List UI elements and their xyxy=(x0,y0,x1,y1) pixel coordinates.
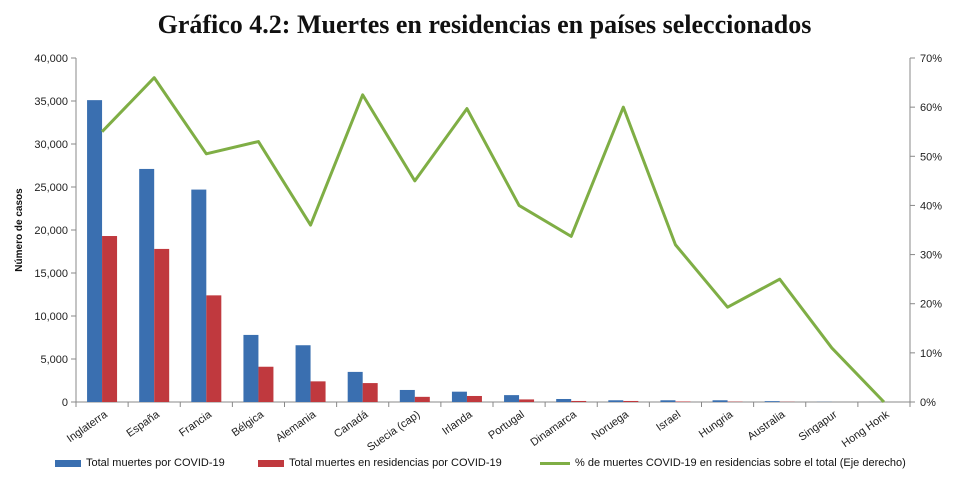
x-tick-label: Singapur xyxy=(797,408,840,443)
bar-total xyxy=(764,401,780,402)
y-tick-label: 20,000 xyxy=(34,225,68,237)
x-tick-label: Dinamarca xyxy=(528,408,579,449)
bar-total xyxy=(347,371,363,402)
bar-residencias xyxy=(623,400,639,402)
y-tick-label: 10,000 xyxy=(34,311,68,323)
bar-total xyxy=(399,389,415,402)
x-tick-label: Canadá xyxy=(332,408,371,440)
bar-residencias xyxy=(154,248,170,402)
bar-total xyxy=(139,168,155,402)
legend-label-total: Total muertes por COVID-19 xyxy=(86,457,225,469)
bar-residencias xyxy=(519,399,535,402)
y-tick-label: 35,000 xyxy=(34,96,68,108)
y-tick-label: 30,000 xyxy=(34,139,68,151)
legend-swatch-total xyxy=(55,459,81,467)
line-percent xyxy=(100,76,886,404)
legend-item-residencias: Total muertes en residencias por COVID-1… xyxy=(258,457,502,469)
y-tick-label: 5,000 xyxy=(40,354,68,366)
y2-tick-label: 50% xyxy=(920,151,942,163)
y-tick-label: 40,000 xyxy=(34,53,68,65)
y2-tick-label: 30% xyxy=(920,250,942,262)
x-tick-label: Israel xyxy=(654,409,683,434)
bar-residencias xyxy=(310,381,326,402)
bar-residencias xyxy=(102,236,118,402)
y2-tick-label: 60% xyxy=(920,102,942,114)
legend-label-residencias: Total muertes en residencias por COVID-1… xyxy=(289,457,502,469)
x-tick-label: Suecia (cap) xyxy=(365,409,422,454)
x-tick-label: Bélgica xyxy=(230,408,267,439)
legend-swatch-residencias xyxy=(258,459,284,467)
x-tick-label: Francia xyxy=(177,408,215,439)
x-tick-label: Australia xyxy=(745,408,788,443)
y2-tick-label: 70% xyxy=(920,53,942,65)
y2-tick-label: 0% xyxy=(920,397,936,409)
bar-total xyxy=(608,400,624,402)
bar-total xyxy=(504,395,520,402)
bar-residencias xyxy=(675,401,691,402)
x-tick-label: Hungria xyxy=(697,408,736,440)
x-tick-label: España xyxy=(124,408,162,440)
y2-tick-label: 20% xyxy=(920,299,942,311)
x-tick-label: Portugal xyxy=(486,409,526,442)
y2-tick-label: 40% xyxy=(920,200,942,212)
x-tick-label: Alemania xyxy=(274,408,319,445)
bar-total xyxy=(191,189,207,402)
x-tick-label: Hong Honk xyxy=(840,408,892,450)
y-tick-label: 15,000 xyxy=(34,268,68,280)
bar-residencias xyxy=(362,383,378,402)
bar-total xyxy=(243,334,259,402)
bar-total xyxy=(712,400,728,402)
bar-residencias xyxy=(258,366,274,402)
bar-residencias xyxy=(206,295,222,402)
bars-layer xyxy=(87,100,884,402)
x-tick-label: Irlanda xyxy=(440,408,475,438)
y2-tick-label: 10% xyxy=(920,348,942,360)
legend: Total muertes por COVID-19 Total muertes… xyxy=(0,457,969,473)
bar-total xyxy=(660,400,676,402)
line-layer xyxy=(100,76,886,404)
bar-total xyxy=(87,100,103,402)
x-tick-label: Inglaterra xyxy=(65,408,111,445)
legend-swatch-percent xyxy=(540,461,570,465)
y-tick-label: 0 xyxy=(62,397,68,409)
legend-label-percent: % de muertes COVID-19 en residencias sob… xyxy=(575,457,906,469)
y-axis-title: Número de casos xyxy=(14,188,25,272)
bar-total xyxy=(451,391,467,402)
chart-title: Gráfico 4.2: Muertes en residencias en p… xyxy=(157,10,812,39)
y-tick-label: 25,000 xyxy=(34,182,68,194)
bar-total xyxy=(556,398,572,402)
legend-item-percent: % de muertes COVID-19 en residencias sob… xyxy=(540,457,906,469)
x-tick-label: Noruega xyxy=(590,408,632,443)
bar-residencias xyxy=(466,395,482,402)
legend-item-total: Total muertes por COVID-19 xyxy=(55,457,225,469)
bar-residencias xyxy=(414,396,430,402)
bar-residencias xyxy=(571,400,587,402)
bar-total xyxy=(295,345,311,402)
